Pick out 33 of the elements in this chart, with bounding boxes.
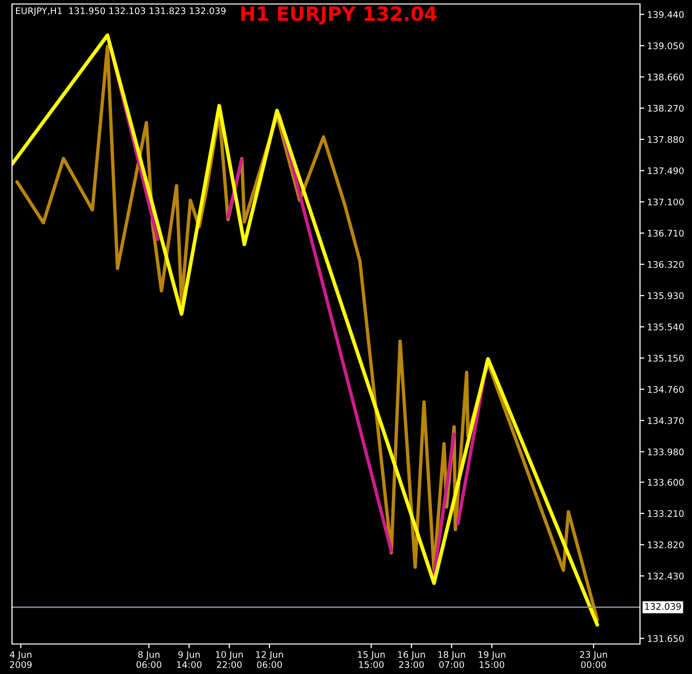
x-tick-label: 4 Jun 2009 xyxy=(10,651,32,668)
x-tick-label: 12 Jun 06:00 xyxy=(256,651,283,668)
y-tick-label: 135.930 xyxy=(648,292,684,300)
annotation: EURJPY,H1 131.950 132.103 131.823 132.039 xyxy=(16,7,226,16)
y-tick-label: 136.710 xyxy=(648,230,684,237)
x-tick-label: 15 Jun 15:00 xyxy=(358,651,385,668)
x-tick-label: 19 Jun 15:00 xyxy=(478,651,506,668)
x-tick-label: 18 Jun 07:00 xyxy=(438,651,466,668)
y-tick-label: 134.370 xyxy=(648,417,684,424)
y-tick-label: 137.100 xyxy=(648,198,684,206)
y-tick-label: 134.760 xyxy=(648,386,684,393)
x-tick-label: 8 Jun 06:00 xyxy=(136,651,162,668)
ref-line-label: 132.039 xyxy=(645,603,681,610)
y-tick-label: 138.660 xyxy=(648,74,684,80)
y-tick-label: 133.210 xyxy=(648,510,684,517)
y-tick-label: 132.820 xyxy=(648,541,684,548)
y-tick-label: 135.540 xyxy=(648,324,684,330)
y-tick-label: 138.270 xyxy=(648,104,684,112)
x-tick-label: 9 Jun 14:00 xyxy=(177,651,202,668)
x-tick-label: 10 Jun 22:00 xyxy=(216,651,243,668)
y-tick-label: 133.600 xyxy=(648,478,684,486)
y-tick-label: 137.880 xyxy=(648,136,684,143)
y-tick-label: 131.650 xyxy=(648,635,684,642)
y-tick-label: 137.490 xyxy=(648,167,684,174)
x-tick-label: 23 Jun 00:00 xyxy=(580,651,607,668)
y-tick-label: 136.320 xyxy=(648,261,684,268)
chart-title: H1 EURJPY 132.04 xyxy=(241,6,437,25)
y-tick-label: 139.440 xyxy=(648,11,684,18)
y-tick-label: 132.430 xyxy=(648,572,684,580)
x-tick-label: 16 Jun 23:00 xyxy=(398,651,425,668)
y-tick-label: 139.050 xyxy=(648,42,684,50)
y-tick-label: 135.150 xyxy=(648,354,684,362)
y-tick-label: 133.980 xyxy=(648,448,684,456)
